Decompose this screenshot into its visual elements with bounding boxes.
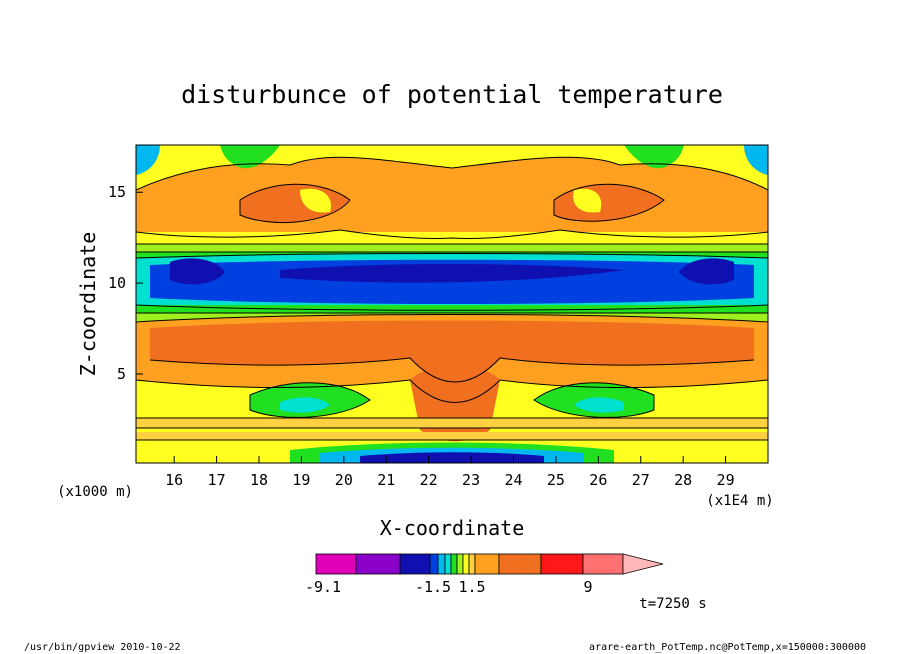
- colorbar-segment: [468, 553, 476, 575]
- lower-hot-center: [410, 365, 500, 442]
- plot-area: [136, 145, 768, 463]
- colorbar-segment: [540, 553, 584, 575]
- colorbar-segment: [429, 553, 439, 575]
- upper-warm-region: [136, 157, 768, 239]
- cold-core-left: [170, 258, 225, 285]
- plot-frame: [135, 144, 769, 464]
- x-tick-label: 22: [420, 471, 438, 489]
- time-label: t=7250 s: [639, 596, 706, 612]
- colorbar-arrow: [622, 553, 664, 575]
- middle-hot-region: [150, 320, 754, 382]
- chart-title: disturbunce of potential temperature: [181, 80, 723, 109]
- y-axis-label: Z-coordinate: [76, 232, 100, 377]
- colorbar-segment: [456, 553, 464, 575]
- x-tick-label: 24: [504, 471, 522, 489]
- colorbar-label: 1.5: [458, 578, 485, 596]
- colorbar: [315, 553, 664, 575]
- colorbar-label: -1.5: [415, 578, 451, 596]
- colorbar-segment: [474, 553, 500, 575]
- colorbar-segment: [498, 553, 542, 575]
- cold-center: [280, 264, 624, 283]
- y-tick-label: 15: [108, 183, 126, 201]
- cold-core-right: [679, 258, 734, 285]
- colorbar-segment: [399, 553, 431, 575]
- lower-cyan-right: [574, 397, 624, 413]
- bottom-blue: [360, 452, 544, 463]
- colorbar-label: -9.1: [305, 578, 341, 596]
- y-ticks: 5 10 15: [108, 183, 143, 383]
- x-tick-label: 17: [208, 471, 226, 489]
- x-tick-label: 20: [335, 471, 353, 489]
- x-tick-label: 27: [632, 471, 650, 489]
- colorbar-labels: -9.1 -1.5 1.5 9: [305, 578, 593, 596]
- lower-cyan-left: [280, 397, 330, 413]
- y-unit-label: (x1000 m): [57, 484, 133, 500]
- x-axis-label: X-coordinate: [380, 516, 525, 540]
- y-tick-label: 5: [117, 365, 126, 383]
- colorbar-segment: [444, 553, 452, 575]
- upper-yellow-right: [573, 188, 602, 213]
- footer-right: arare-earth_PotTemp.nc@PotTemp,x=150000:…: [589, 642, 866, 653]
- colorbar-segment: [437, 553, 446, 575]
- colorbar-segment: [462, 553, 470, 575]
- colorbar-segment: [450, 553, 458, 575]
- top-cold-left: [136, 145, 160, 175]
- top-green-right: [624, 145, 684, 169]
- colorbar-segment: [315, 553, 357, 575]
- x-tick-label: 28: [674, 471, 692, 489]
- contour-lines: [136, 156, 768, 441]
- upper-yellow-left: [300, 188, 331, 213]
- x-tick-label: 21: [377, 471, 395, 489]
- x-tick-label: 25: [547, 471, 565, 489]
- x-tick-label: 23: [462, 471, 480, 489]
- x-tick-label: 26: [589, 471, 607, 489]
- x-ticks: 16 17 18 19 20 21 22 23 24 25 26 27 28 29: [165, 456, 735, 489]
- colorbar-label: 9: [583, 578, 592, 596]
- top-green-left: [220, 145, 280, 169]
- x-tick-label: 16: [165, 471, 183, 489]
- x-tick-label: 29: [717, 471, 735, 489]
- colorbar-segment: [582, 553, 624, 575]
- footer-left: /usr/bin/gpview 2010-10-22: [24, 642, 181, 653]
- x-tick-label: 18: [250, 471, 268, 489]
- colorbar-segment: [355, 553, 401, 575]
- top-cold-right: [744, 145, 768, 175]
- y-tick-label: 10: [108, 274, 126, 292]
- x-tick-label: 19: [292, 471, 310, 489]
- x-unit-label: (x1E4 m): [706, 493, 773, 509]
